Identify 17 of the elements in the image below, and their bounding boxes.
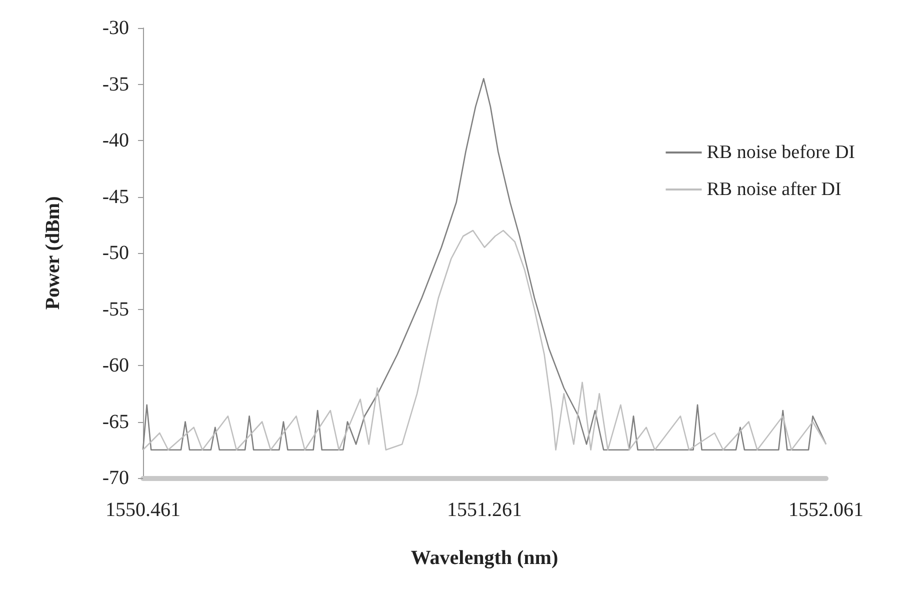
y-tick-label: -30: [102, 17, 129, 39]
legend-label: RB noise before DI: [706, 142, 856, 163]
legend-label: RB noise after DI: [706, 179, 842, 200]
y-tick-label: -50: [102, 242, 129, 264]
y-tick-label: -40: [102, 130, 129, 152]
y-tick-label: -65: [102, 410, 129, 433]
x-tick-label: 1552.061: [788, 499, 864, 521]
y-tick-label: -45: [102, 186, 129, 208]
line-series: [142, 230, 827, 451]
y-tick-label: -60: [102, 354, 129, 376]
y-axis-title: Power (dBm): [42, 196, 64, 310]
y-tick-label: -35: [102, 73, 129, 96]
y-tick-label: -55: [102, 298, 129, 320]
x-tick-label: 1550.461: [106, 499, 180, 521]
y-tick-label: -70: [102, 467, 129, 489]
x-tick-label: 1551.261: [447, 499, 522, 521]
x-axis-title: Wavelength (nm): [410, 547, 558, 569]
